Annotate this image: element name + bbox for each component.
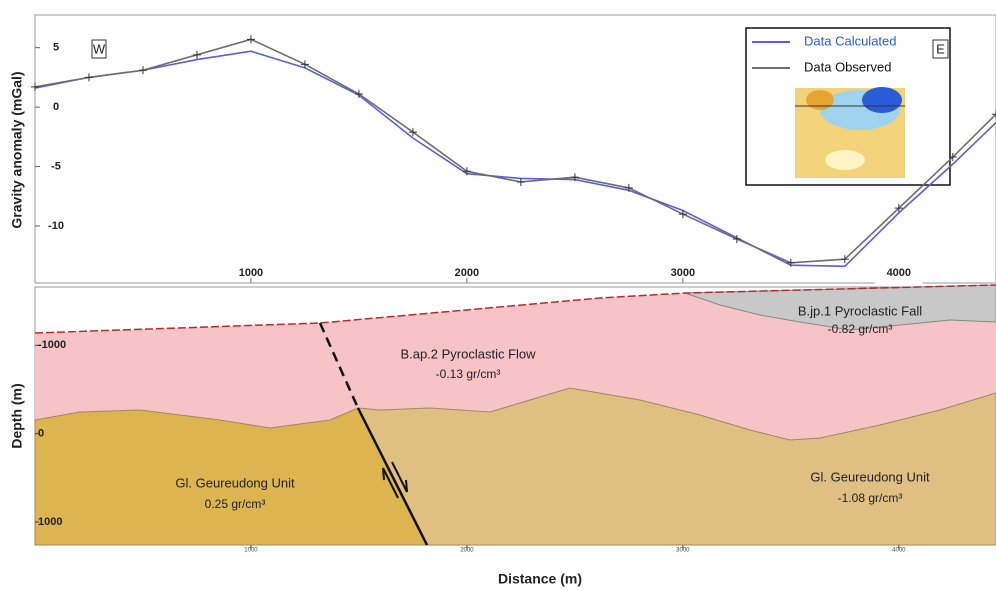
inset-map	[795, 87, 905, 178]
y-tick-label: -5	[51, 160, 61, 172]
unit-density: 0.25 gr/cm³	[205, 497, 266, 511]
y-tick-label: -1000	[38, 339, 66, 351]
x-tick-label: 3000	[676, 548, 690, 554]
figure: W E Gravity anomaly (mGal) Depth (m) Dis…	[0, 0, 996, 591]
legend-label: Data Observed	[804, 59, 891, 74]
y-tick-label: 0	[38, 428, 44, 440]
legend	[746, 28, 950, 185]
x-tick-label: 1000	[239, 267, 263, 279]
unit-density: -0.13 gr/cm³	[436, 367, 501, 381]
y-tick-label: 1000	[38, 516, 62, 528]
unit-name: B.jp.1 Pyroclastic Fall	[798, 303, 922, 318]
x-tick-label: 2000	[455, 267, 479, 279]
unit-density: -1.08 gr/cm³	[838, 491, 903, 505]
unit-density: -0.82 gr/cm³	[828, 322, 893, 336]
unit-name: Gl. Geureudong Unit	[175, 475, 295, 490]
y-tick-label: 5	[53, 42, 59, 54]
inset-map-mid	[825, 150, 865, 170]
x-tick-label: 4000	[887, 267, 911, 279]
annotation: E	[936, 41, 945, 56]
unit-name: Gl. Geureudong Unit	[810, 469, 930, 484]
inset-map-high	[806, 90, 834, 110]
unit-name: B.ap.2 Pyroclastic Flow	[400, 346, 536, 361]
x-tick-label: 3000	[671, 267, 695, 279]
x-tick-label: 4000	[892, 548, 906, 554]
y-tick-label: 0	[53, 101, 59, 113]
x-axis-title: Distance (m)	[498, 571, 582, 587]
inset-map-low-core	[862, 87, 902, 113]
legend-label: Data Calculated	[804, 33, 897, 48]
y-tick-label: -10	[48, 220, 64, 232]
annotation: W	[93, 41, 106, 56]
x-tick-label: 1000	[244, 548, 258, 554]
y-axis-title: Gravity anomaly (mGal)	[9, 71, 25, 228]
x-tick-label: 2000	[460, 548, 474, 554]
y-axis-title: Depth (m)	[9, 383, 25, 448]
